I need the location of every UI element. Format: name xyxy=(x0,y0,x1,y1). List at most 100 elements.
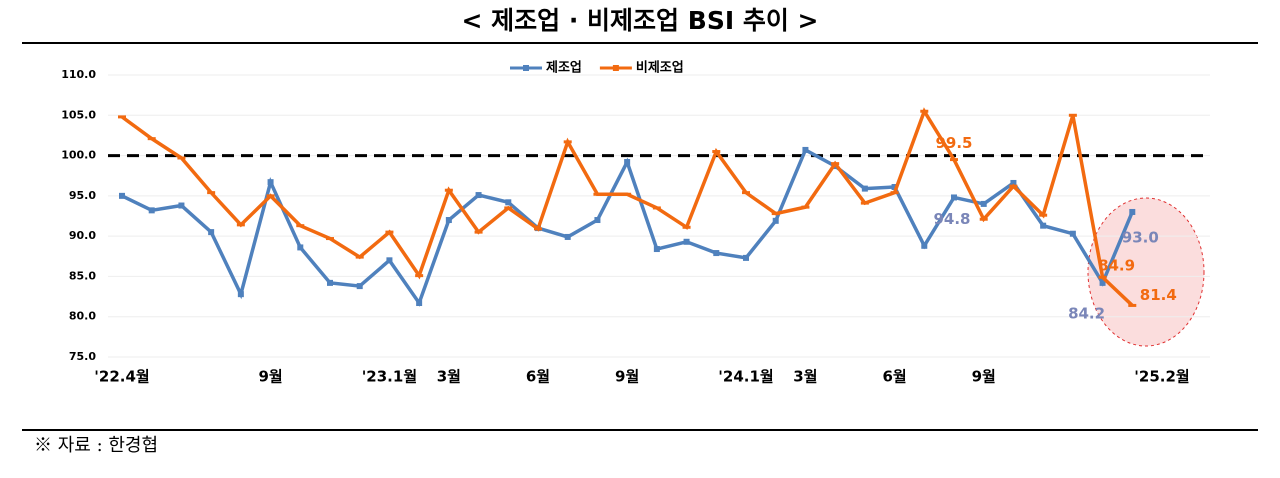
marker xyxy=(237,291,244,298)
series-line xyxy=(121,147,1134,307)
legend-marker xyxy=(523,65,529,71)
marker xyxy=(147,137,156,141)
marker xyxy=(653,246,660,253)
marker xyxy=(416,300,423,307)
data-label: 84.2 xyxy=(1068,304,1105,322)
data-label: 81.4 xyxy=(1140,286,1177,304)
data-label: 93.0 xyxy=(1122,228,1159,246)
x-tick-label: 3월 xyxy=(437,368,461,386)
marker xyxy=(474,230,483,234)
marker xyxy=(356,283,363,290)
marker xyxy=(802,146,809,153)
x-tick-label: '25.2월 xyxy=(1134,368,1189,386)
marker xyxy=(594,217,601,224)
marker xyxy=(148,207,155,214)
marker xyxy=(327,279,333,286)
marker xyxy=(1040,222,1047,229)
marker xyxy=(1039,213,1048,217)
data-label: 94.8 xyxy=(933,210,970,228)
legend-label: 비제조업 xyxy=(636,61,684,76)
marker xyxy=(712,150,721,154)
marker xyxy=(920,109,929,113)
marker xyxy=(891,183,898,190)
marker xyxy=(593,192,602,196)
marker xyxy=(207,191,216,195)
marker xyxy=(415,274,424,278)
marker xyxy=(1128,303,1137,307)
marker xyxy=(801,205,810,209)
highlight-ellipse xyxy=(1087,197,1205,347)
marker xyxy=(742,191,750,195)
marker xyxy=(177,156,186,160)
marker xyxy=(385,230,394,234)
y-tick-label: 75.0 xyxy=(69,350,96,363)
x-tick-label: 3월 xyxy=(793,368,817,386)
x-tick-label: '23.1월 xyxy=(362,368,417,386)
marker xyxy=(1129,208,1136,215)
y-tick-label: 110.0 xyxy=(61,68,96,81)
marker xyxy=(624,159,631,166)
marker xyxy=(890,191,899,195)
marker xyxy=(297,244,304,251)
marker xyxy=(951,194,957,201)
source-note: ※ 자료 : 한경협 xyxy=(34,435,158,456)
marker xyxy=(118,115,126,119)
marker xyxy=(1099,279,1106,286)
marker xyxy=(236,223,245,227)
marker xyxy=(267,179,274,186)
marker xyxy=(534,227,542,231)
marker xyxy=(475,192,482,199)
marker xyxy=(831,162,840,166)
marker xyxy=(505,199,512,206)
x-tick-label: '22.4월 xyxy=(94,368,149,386)
marker xyxy=(1098,275,1107,279)
x-tick-label: 9월 xyxy=(258,368,282,386)
marker xyxy=(772,217,779,224)
chart-title: < 제조업 · 비제조업 BSI 추이 > xyxy=(462,6,819,35)
marker xyxy=(771,212,780,216)
marker xyxy=(355,255,364,259)
marker xyxy=(266,194,275,198)
marker xyxy=(563,140,572,144)
marker xyxy=(504,206,513,210)
marker xyxy=(1010,179,1017,186)
marker xyxy=(326,237,334,241)
x-tick-label: 9월 xyxy=(972,368,996,386)
y-tick-label: 105.0 xyxy=(61,108,96,121)
marker xyxy=(861,185,868,192)
data-label: 84.9 xyxy=(1098,257,1135,275)
marker xyxy=(860,201,869,205)
marker xyxy=(980,200,987,207)
marker xyxy=(623,192,632,196)
marker xyxy=(564,233,571,240)
marker xyxy=(652,206,661,210)
x-tick-label: 6월 xyxy=(526,368,550,386)
marker xyxy=(119,192,125,199)
y-tick-label: 100.0 xyxy=(61,149,96,162)
legend-marker xyxy=(612,65,619,71)
marker xyxy=(1068,113,1077,117)
x-tick-label: '24.1월 xyxy=(718,368,773,386)
legend-label: 제조업 xyxy=(546,61,582,76)
marker xyxy=(713,250,720,257)
marker xyxy=(950,158,958,162)
marker xyxy=(743,254,749,261)
marker xyxy=(444,188,453,192)
marker xyxy=(1009,184,1018,188)
marker xyxy=(296,224,305,228)
marker xyxy=(178,202,185,209)
marker xyxy=(445,217,452,224)
marker xyxy=(208,229,215,236)
marker xyxy=(1069,230,1076,237)
y-tick-label: 80.0 xyxy=(69,310,96,323)
marker xyxy=(921,242,928,249)
x-tick-label: 9월 xyxy=(615,368,639,386)
marker xyxy=(386,257,393,264)
data-label: 99.5 xyxy=(935,134,972,152)
y-tick-label: 95.0 xyxy=(69,189,96,202)
marker xyxy=(979,217,988,221)
y-tick-label: 90.0 xyxy=(69,229,96,242)
x-tick-label: 6월 xyxy=(882,368,906,386)
y-tick-label: 85.0 xyxy=(69,269,96,282)
